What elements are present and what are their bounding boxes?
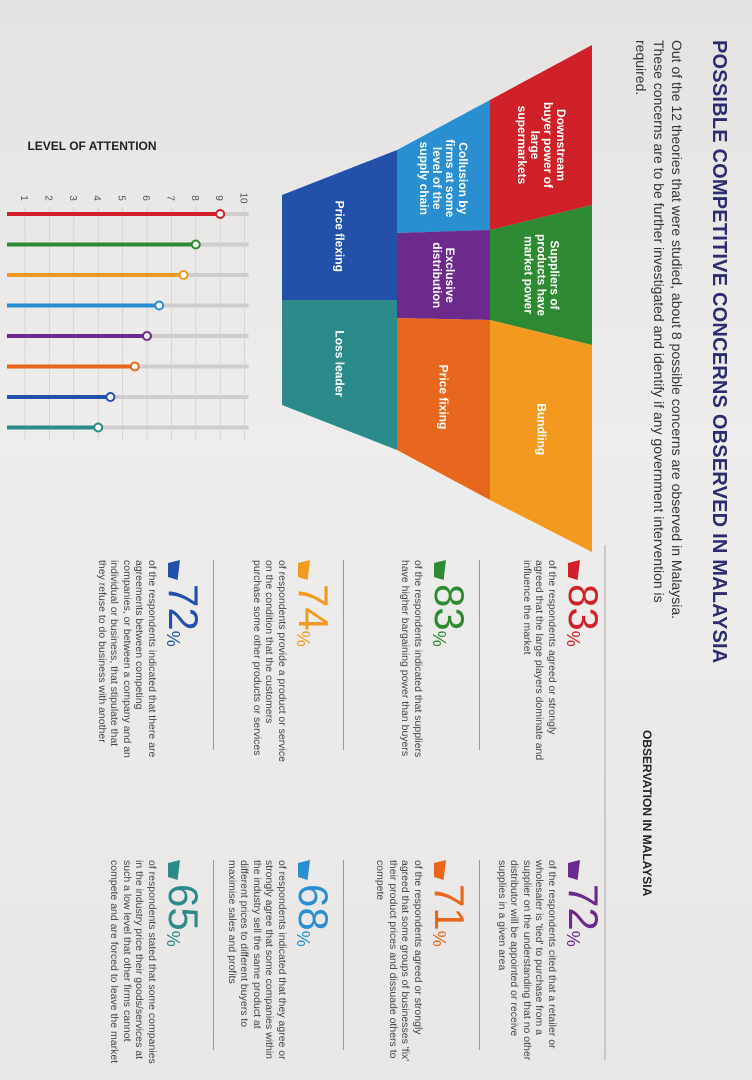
attention-dot	[129, 361, 140, 372]
attention-dot	[215, 209, 226, 219]
percent-sign: %	[429, 630, 449, 647]
observation-text: of the respondents indicated that there …	[96, 560, 158, 758]
percentage: 71	[426, 884, 473, 931]
observation-text: of respondents stated that some companie…	[108, 860, 159, 1064]
tick-label: 1	[18, 195, 29, 201]
funnel-label: Exclusive distribution	[430, 242, 458, 309]
observation-figure: 72%	[160, 560, 207, 765]
icon	[434, 860, 446, 880]
observation-figure: 74%	[290, 560, 337, 765]
funnel-block	[397, 100, 490, 233]
tick-label: 8	[189, 195, 200, 201]
percentage: 83	[426, 584, 473, 631]
icon	[298, 560, 310, 580]
observation-card: 83% of the respondents indicated that sup…	[399, 560, 473, 765]
observation-card: 74% of respondents provide a product or s…	[251, 560, 337, 765]
percentage: 65	[160, 884, 207, 931]
observation-card: 65% of respondents stated that some compa…	[108, 860, 207, 1065]
tick-label: 4	[91, 195, 102, 201]
attention-dot	[154, 300, 165, 311]
observation-figure: 83%	[426, 560, 473, 765]
funnel-block	[490, 45, 592, 230]
attention-dot	[93, 422, 104, 433]
percent-sign: %	[293, 930, 313, 947]
funnel-block	[397, 318, 490, 500]
tick-label: 9	[213, 195, 224, 201]
percentage: 72	[160, 584, 207, 631]
funnel-label: Downstream buyer power of large supermar…	[515, 101, 568, 188]
section-heading: OBSERVATION IN MALAYSIA	[640, 730, 654, 897]
axis-title: LEVEL OF ATTENTION	[27, 139, 156, 153]
icon	[434, 560, 446, 580]
observation-card: 72% of the respondents indicated that the…	[96, 560, 207, 765]
observation-card: 68% of respondents indicated that they ag…	[226, 860, 337, 1065]
attention-dot	[142, 331, 152, 341]
funnel-block	[490, 205, 592, 345]
observation-figure: 71%	[426, 860, 473, 1065]
tick-label: 3	[67, 195, 78, 201]
icon	[568, 560, 580, 580]
observation-text: of the respondents agreed or strongly ag…	[374, 860, 425, 1062]
observation-text: of the respondents cited that a retailer…	[496, 860, 558, 1061]
observation-text: of the respondents agreed or strongly ag…	[521, 560, 558, 761]
attention-dot	[178, 270, 189, 280]
icon	[168, 560, 180, 580]
observation-figure: 65%	[160, 860, 207, 1065]
observation-figure: 72%	[560, 860, 607, 1065]
title: POSSIBLE COMPETITIVE CONCERNS OBSERVED I…	[708, 40, 730, 664]
tick-label: 6	[140, 195, 151, 201]
percent-sign: %	[429, 930, 449, 947]
observation-text: of the respondents indicated that suppli…	[399, 560, 425, 758]
icon	[168, 860, 180, 880]
funnel-label: Price fixing	[437, 364, 451, 430]
divider	[479, 560, 480, 750]
observation-card: 71% of the respondents agreed or strongly…	[374, 860, 473, 1065]
tick-label: 2	[42, 195, 53, 201]
percent-sign: %	[293, 630, 313, 647]
attention-dot	[190, 239, 201, 250]
funnel-block	[490, 320, 592, 552]
divider	[479, 860, 480, 1050]
funnel-label: Loss leader	[333, 330, 347, 398]
tick-label: 7	[164, 195, 175, 201]
percentage: 83	[560, 584, 607, 631]
funnel-label: Suppliers of products have market power	[521, 233, 562, 317]
percent-sign: %	[563, 630, 583, 647]
percent-sign: %	[563, 930, 583, 947]
attention-dot	[105, 392, 116, 402]
observation-text: of respondents indicated that they agree…	[226, 860, 288, 1060]
observation-text: of respondents provide a product or serv…	[251, 560, 288, 762]
percentage: 68	[290, 884, 337, 931]
observation-figure: 83%	[560, 560, 607, 765]
divider	[343, 560, 344, 750]
funnel-block	[282, 300, 397, 450]
divider	[213, 860, 214, 1050]
divider	[213, 560, 214, 750]
percentage: 72	[560, 884, 607, 931]
observation-card: 83% of the respondents agreed or strongly…	[521, 560, 607, 765]
percentage: 74	[290, 584, 337, 631]
funnel-block	[397, 230, 490, 320]
funnel-label: Bundling	[534, 403, 549, 456]
divider	[343, 860, 344, 1050]
icon	[568, 860, 580, 880]
funnel-label: Price flexing	[333, 200, 347, 272]
observation-figure: 68%	[290, 860, 337, 1065]
icon	[298, 860, 310, 880]
percent-sign: %	[163, 630, 183, 647]
percent-sign: %	[163, 930, 183, 947]
funnel-label: Collusion by firms at some level of the …	[417, 139, 471, 218]
tick-label: 10	[238, 192, 249, 204]
intro: Out of the 12 theories that were studied…	[633, 40, 685, 620]
funnel-block	[282, 150, 397, 300]
observation-card: 72% of the respondents cited that a retai…	[496, 860, 607, 1065]
tick-label: 5	[116, 195, 127, 201]
